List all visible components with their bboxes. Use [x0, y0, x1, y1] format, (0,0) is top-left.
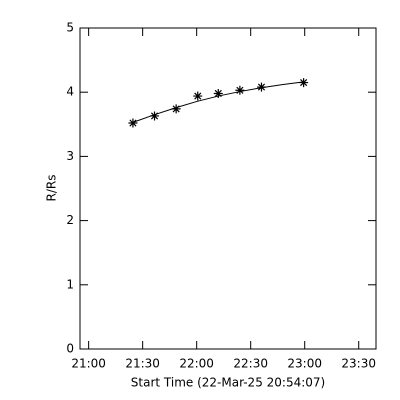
asterisk-marker [213, 88, 223, 98]
x-tick-label: 21:00 [71, 357, 106, 371]
asterisk-marker [256, 82, 266, 92]
asterisk-marker [128, 118, 138, 128]
x-tick-label: 23:00 [287, 357, 322, 371]
asterisk-marker [235, 85, 245, 95]
y-tick-label: 4 [66, 85, 74, 99]
asterisk-marker [171, 104, 181, 114]
asterisk-marker [299, 78, 309, 88]
x-tick-label: 23:30 [341, 357, 376, 371]
y-tick-label: 2 [66, 213, 74, 227]
x-tick-label: 22:00 [179, 357, 214, 371]
fit-line [132, 81, 304, 123]
y-tick-label: 0 [66, 342, 74, 356]
x-tick-label: 21:30 [125, 357, 160, 371]
asterisk-marker [150, 111, 160, 121]
y-tick-label: 1 [66, 277, 74, 291]
y-tick-label: 3 [66, 149, 74, 163]
asterisk-marker [193, 91, 203, 101]
x-axis-title: Start Time (22-Mar-25 20:54:07) [131, 376, 325, 390]
x-tick-label: 22:30 [233, 357, 268, 371]
plot-frame [79, 27, 377, 350]
y-axis-title: R/Rs [45, 175, 59, 202]
y-tick-label: 5 [66, 21, 74, 35]
